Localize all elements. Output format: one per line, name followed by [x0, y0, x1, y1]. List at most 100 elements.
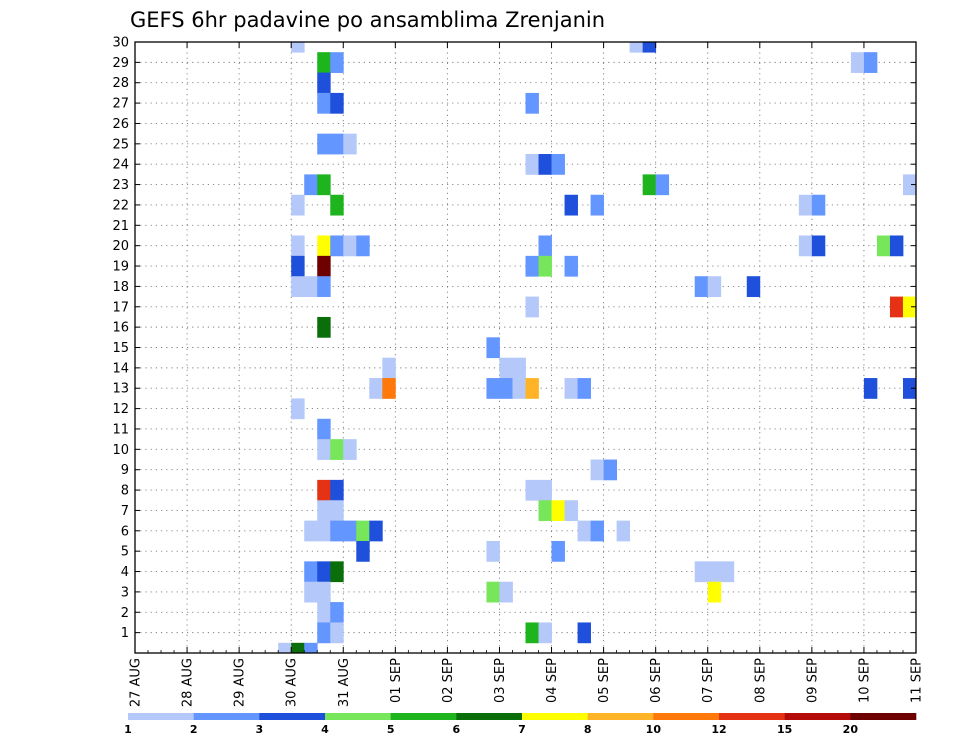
- precip-cell: [486, 540, 500, 562]
- y-tick-label: 22: [112, 198, 129, 213]
- y-tick-label: 9: [121, 463, 129, 478]
- y-tick-label: 5: [121, 545, 129, 560]
- y-tick-label: 7: [121, 504, 129, 519]
- precip-cell: [304, 276, 318, 297]
- y-tick-label: 11: [112, 422, 129, 437]
- y-tick-label: 16: [112, 321, 129, 336]
- legend-swatch: [128, 713, 194, 720]
- x-tick-label: 08 SEP: [753, 658, 768, 703]
- precip-cell: [343, 439, 357, 460]
- legend-label: 3: [256, 723, 264, 736]
- x-tick-label: 06 SEP: [649, 658, 664, 703]
- precip-cell: [629, 42, 644, 53]
- precip-cell: [304, 642, 318, 654]
- precip-cell: [577, 378, 591, 399]
- precip-cell: [330, 622, 344, 644]
- precip-cell: [304, 581, 318, 603]
- precip-cell: [603, 459, 618, 481]
- precip-cell: [330, 602, 344, 623]
- precip-cell: [525, 378, 539, 399]
- grid-lines: [135, 42, 916, 654]
- precip-cell: [811, 235, 826, 257]
- precip-cell: [330, 235, 344, 257]
- y-tick-label: 13: [112, 382, 129, 397]
- precip-cell: [707, 276, 722, 297]
- precip-cell: [902, 296, 917, 318]
- precip-cell: [317, 520, 331, 542]
- x-axis-ticks: 27 AUG 28 AUG 29 AUG 30 AUG 31 AUG 01 SEP 02 S…: [129, 42, 925, 707]
- x-tick-label: 30 AUG: [285, 658, 300, 707]
- x-tick-label: 27 AUG: [129, 658, 144, 707]
- legend-swatch: [587, 713, 654, 720]
- precip-cell: [317, 561, 331, 583]
- legend-label: 20: [843, 723, 859, 736]
- precip-cell: [291, 42, 305, 53]
- precip-cell: [330, 479, 344, 501]
- precip-cell: [486, 378, 500, 399]
- precip-cell: [551, 154, 565, 175]
- precip-cell: [291, 255, 305, 277]
- y-tick-label: 6: [121, 524, 129, 539]
- precip-cell: [317, 602, 331, 623]
- precip-cell: [317, 235, 331, 257]
- precip-cell: [811, 194, 826, 216]
- precip-cell: [590, 194, 604, 216]
- precip-cell: [720, 561, 735, 583]
- precip-cell: [694, 561, 709, 583]
- legend-swatch: [784, 713, 851, 720]
- y-tick-label: 30: [112, 36, 129, 51]
- precip-cell: [356, 540, 370, 562]
- y-tick-label: 14: [112, 361, 129, 376]
- precip-cell: [538, 255, 552, 277]
- precip-cell: [291, 642, 305, 654]
- precip-cell: [317, 316, 331, 338]
- precip-cell: [525, 622, 539, 644]
- y-tick-label: 27: [112, 97, 129, 112]
- x-tick-label: 28 AUG: [181, 658, 196, 707]
- x-tick-label: 01 SEP: [389, 658, 404, 703]
- precip-cell: [317, 622, 331, 644]
- precip-cell: [499, 581, 513, 603]
- precip-cell: [330, 194, 344, 216]
- precip-cell: [538, 479, 552, 501]
- y-tick-label: 10: [112, 443, 129, 458]
- precip-cell: [863, 378, 878, 399]
- precip-cell: [876, 235, 891, 257]
- precip-cell: [694, 276, 709, 297]
- precip-cell: [330, 133, 344, 155]
- precip-cell: [525, 92, 539, 114]
- legend-label: 10: [646, 723, 662, 736]
- precip-cell: [317, 52, 331, 73]
- precip-cell: [551, 540, 565, 562]
- legend-label: 8: [584, 723, 592, 736]
- precip-cell: [330, 439, 344, 460]
- x-tick-label: 09 SEP: [805, 658, 820, 703]
- precip-cell: [317, 255, 331, 277]
- legend-label: 12: [711, 723, 726, 736]
- precip-cell: [525, 296, 539, 318]
- precip-cell: [512, 378, 526, 399]
- precip-cell: [317, 72, 331, 94]
- precip-cell: [356, 235, 370, 257]
- precip-cell: [902, 174, 917, 196]
- precip-cell: [642, 42, 657, 53]
- x-tick-label: 04 SEP: [545, 658, 560, 703]
- precip-cell: [382, 378, 396, 399]
- precip-cell: [317, 581, 331, 603]
- x-tick-label: 29 AUG: [233, 658, 248, 707]
- x-tick-label: 05 SEP: [597, 658, 612, 703]
- chart-title: GEFS 6hr padavine po ansamblima Zrenjani…: [130, 8, 605, 32]
- y-tick-label: 2: [121, 606, 129, 621]
- legend-swatch: [719, 713, 785, 720]
- precip-cell: [317, 174, 331, 196]
- x-tick-label: 07 SEP: [701, 658, 716, 703]
- precip-cell: [577, 520, 591, 542]
- legend-swatch: [850, 713, 917, 720]
- precip-cell: [486, 337, 500, 359]
- precip-cell: [538, 154, 552, 175]
- legend-label: 4: [321, 723, 329, 736]
- precip-cells: [278, 42, 917, 654]
- y-tick-label: 15: [112, 341, 129, 356]
- precip-cell: [850, 52, 865, 73]
